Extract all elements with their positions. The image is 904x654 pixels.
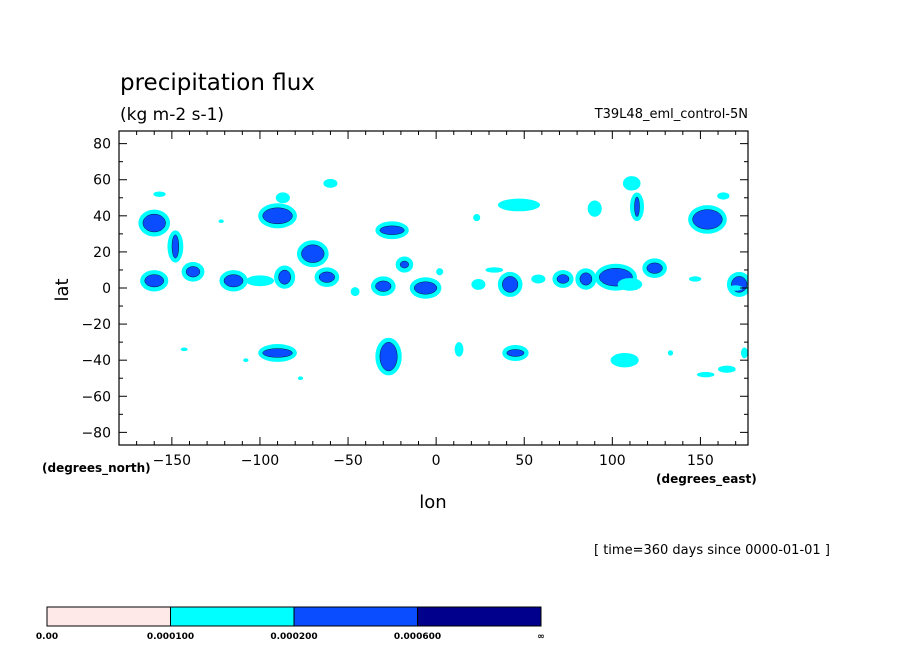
contour-blob-28 xyxy=(485,267,504,273)
contour-blob-26 xyxy=(497,198,541,212)
chart-title: precipitation flux xyxy=(120,70,315,96)
contour-blob-17 xyxy=(350,287,360,297)
y-tick-label: 80 xyxy=(93,137,111,153)
contour-blob-48 xyxy=(243,358,249,362)
contour-inner-11 xyxy=(318,271,335,283)
x-tick-labels: −150 −100 −50 0 50 100 150 xyxy=(153,453,714,469)
x-tick-label: 50 xyxy=(515,453,533,469)
contour-inner-30 xyxy=(556,274,570,284)
contour-blob-44 xyxy=(718,365,736,373)
y-units-label: (degrees_north) xyxy=(42,461,151,476)
contour-inner-5 xyxy=(223,274,244,288)
contour-inner-4 xyxy=(185,266,201,278)
y-axis-label: lat xyxy=(52,278,73,301)
contour-inner-20 xyxy=(262,348,293,358)
colorbar-segment xyxy=(293,606,418,627)
contour-blob-49 xyxy=(297,376,304,381)
contour-inner-39 xyxy=(692,209,723,230)
colorbar-level-label: 0.00 xyxy=(36,632,58,642)
contour-inner-37 xyxy=(634,196,640,217)
colorbar xyxy=(46,606,542,627)
contour-blob-27 xyxy=(473,214,481,222)
contour-inner-7 xyxy=(262,207,293,225)
contour-inner-23 xyxy=(506,349,525,357)
y-tick-label: 20 xyxy=(93,245,111,261)
x-tick-label: −150 xyxy=(153,453,191,469)
contour-blob-22 xyxy=(454,342,464,357)
time-note: [ time=360 days since 0000-01-01 ] xyxy=(594,543,830,558)
y-tick-label: −60 xyxy=(81,389,111,405)
contour-blob-38 xyxy=(688,276,702,282)
contour-blob-25 xyxy=(471,278,486,290)
contour-blob-8 xyxy=(275,192,290,204)
contour-inner-13 xyxy=(379,225,405,235)
contour-inner-0 xyxy=(142,213,166,233)
contour-blob-33 xyxy=(617,278,643,291)
contour-inner-15 xyxy=(375,280,392,292)
contour-inner-34 xyxy=(646,262,663,274)
y-tick-label: −20 xyxy=(81,317,111,333)
contour-blob-43 xyxy=(696,371,715,378)
colorbar-level-label: 0.000200 xyxy=(270,632,317,642)
y-tick-label: 40 xyxy=(93,209,111,225)
contour-blob-2 xyxy=(153,191,166,197)
contour-inner-31 xyxy=(579,272,593,286)
contour-blob-42 xyxy=(610,352,639,368)
colorbar-segment xyxy=(170,606,295,627)
x-tick-label: −50 xyxy=(333,453,363,469)
y-tick-label: 0 xyxy=(102,281,111,297)
colorbar-level-label: 0.000100 xyxy=(147,632,194,642)
colorbar-labels: 0.00 0.000100 0.000200 0.000600 ∞ xyxy=(36,632,545,642)
contour-blob-50 xyxy=(218,219,224,224)
contour-blob-46 xyxy=(667,350,674,356)
y-tick-label: −80 xyxy=(81,425,111,441)
x-tick-label: −100 xyxy=(241,453,279,469)
contour-blob-12 xyxy=(323,178,338,188)
contour-inner-9 xyxy=(278,269,291,285)
contour-blob-6 xyxy=(245,275,275,287)
contour-blob-18 xyxy=(436,268,444,276)
x-tick-label: 0 xyxy=(432,453,441,469)
units-label: (kg m-2 s-1) xyxy=(120,105,224,125)
y-tick-labels: 80 60 40 20 0 −20 −40 −60 −80 xyxy=(81,137,111,442)
contour-blob-40 xyxy=(717,192,730,200)
contour-inner-1 xyxy=(144,274,165,288)
contour-inner-19 xyxy=(379,342,398,372)
y-tick-label: 60 xyxy=(93,173,111,189)
contour-inner-14 xyxy=(399,260,409,269)
contour-blob-45 xyxy=(740,347,748,359)
contour-inner-3 xyxy=(171,234,179,259)
contour-blob-21 xyxy=(180,347,188,352)
axis-ticks xyxy=(119,131,748,445)
colorbar-segment xyxy=(46,606,171,627)
x-units-label: (degrees_east) xyxy=(656,472,757,487)
colorbar-segment xyxy=(417,606,542,627)
contour-inner-16 xyxy=(414,281,438,295)
colorbar-level-label: ∞ xyxy=(537,632,545,642)
y-tick-label: −40 xyxy=(81,353,111,369)
x-tick-label: 150 xyxy=(687,453,714,469)
contour-blob-29 xyxy=(531,274,546,284)
contour-blob-47 xyxy=(728,285,743,291)
x-tick-label: 100 xyxy=(599,453,626,469)
contour-blob-35 xyxy=(587,200,602,217)
run-label: T39L48_eml_control-5N xyxy=(594,107,748,122)
contour-fields xyxy=(138,176,748,381)
contour-blob-36 xyxy=(622,176,641,191)
colorbar-level-label: 0.000600 xyxy=(394,632,441,642)
contour-inner-10 xyxy=(301,244,325,263)
contour-inner-24 xyxy=(502,276,519,293)
x-axis-label: lon xyxy=(419,492,446,513)
